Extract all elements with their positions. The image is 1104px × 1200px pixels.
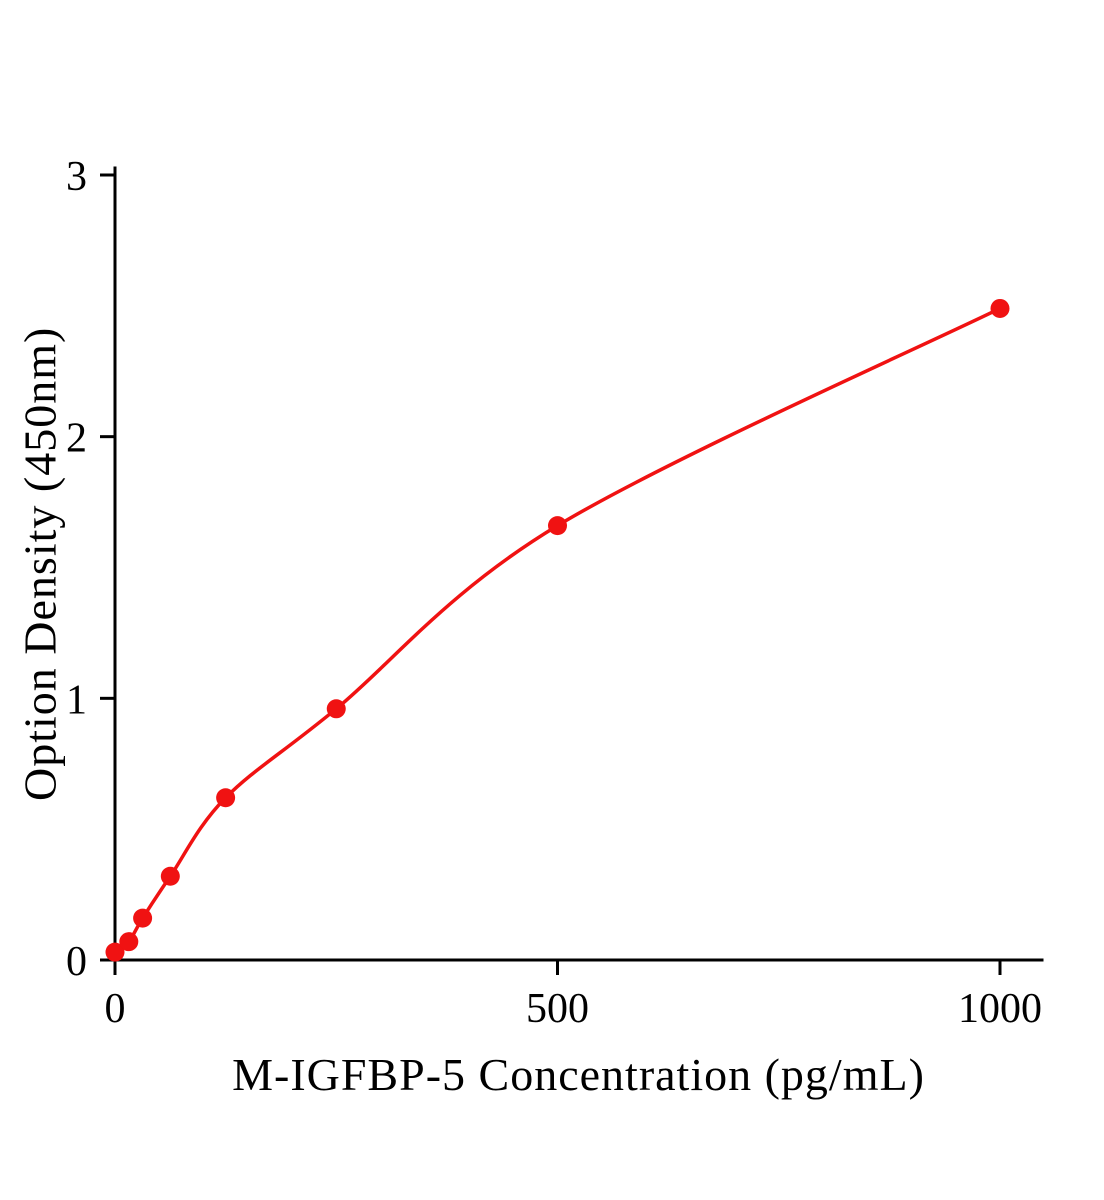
y-tick-label: 1 [66, 677, 87, 723]
data-point [548, 516, 567, 536]
data-point [216, 788, 236, 808]
x-tick-label: 1000 [958, 986, 1042, 1032]
standard-curve-line [113, 306, 1002, 954]
data-point [160, 866, 180, 886]
data-point [326, 699, 346, 719]
x-tick-label: 500 [526, 986, 589, 1032]
data-point [119, 932, 139, 952]
y-axis-title: Option Density (450nm) [14, 326, 66, 802]
data-point [105, 942, 125, 962]
x-tick-label: 0 [105, 986, 126, 1032]
x-axis-title: M-IGFBP-5 Concentration (pg/mL) [232, 1049, 925, 1100]
axis-lines [113, 166, 1044, 962]
data-point [133, 908, 153, 928]
y-tick-label: 2 [66, 416, 87, 462]
y-tick-label: 0 [66, 939, 87, 985]
y-tick-label: 3 [66, 154, 87, 200]
data-point [990, 298, 1010, 318]
